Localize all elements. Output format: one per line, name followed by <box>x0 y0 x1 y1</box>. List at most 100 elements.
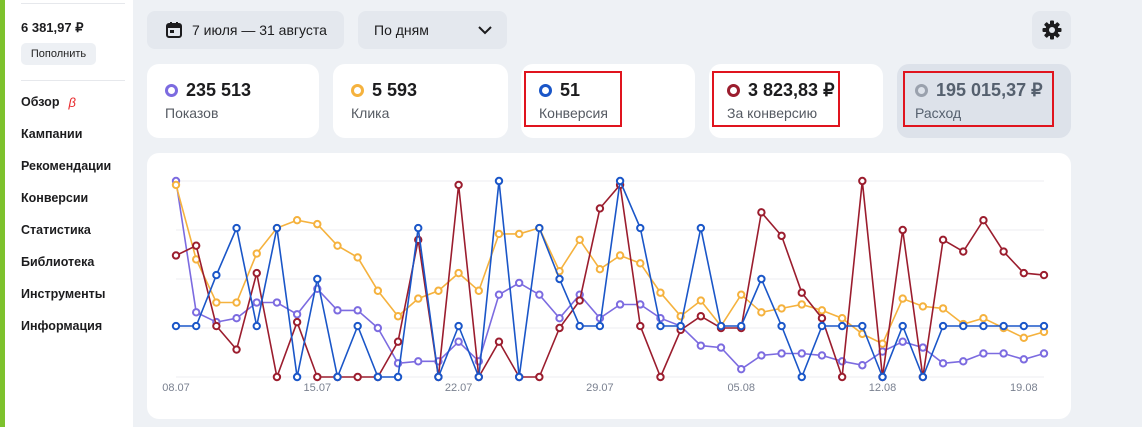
data-point[interactable] <box>414 294 423 303</box>
data-point[interactable] <box>535 372 544 382</box>
data-point[interactable] <box>353 306 362 315</box>
data-point[interactable] <box>252 268 261 278</box>
data-point[interactable] <box>656 372 665 382</box>
data-point[interactable] <box>918 372 928 382</box>
data-point[interactable] <box>979 215 988 225</box>
grouping-select[interactable]: По дням <box>358 11 507 49</box>
data-point[interactable] <box>757 351 766 360</box>
data-point[interactable] <box>737 321 746 331</box>
data-point[interactable] <box>999 321 1008 331</box>
data-point[interactable] <box>514 229 524 239</box>
data-point[interactable] <box>454 321 463 331</box>
sidebar-item-campaigns[interactable]: Кампании <box>21 127 111 159</box>
data-point[interactable] <box>373 372 383 382</box>
data-point[interactable] <box>716 343 726 352</box>
data-point[interactable] <box>575 321 584 331</box>
data-point[interactable] <box>333 241 342 250</box>
data-point[interactable] <box>837 314 847 323</box>
data-point[interactable] <box>797 349 806 358</box>
data-point[interactable] <box>918 302 928 311</box>
data-point[interactable] <box>656 288 665 297</box>
data-point[interactable] <box>777 231 786 241</box>
data-point[interactable] <box>514 372 524 382</box>
data-point[interactable] <box>373 323 383 333</box>
data-point[interactable] <box>494 337 504 346</box>
data-point[interactable] <box>313 274 322 284</box>
data-point[interactable] <box>595 265 605 274</box>
sidebar-item-info[interactable]: Информация <box>21 319 111 351</box>
data-point[interactable] <box>1039 349 1049 358</box>
data-point[interactable] <box>292 215 302 225</box>
data-point[interactable] <box>494 229 504 239</box>
data-point[interactable] <box>979 321 988 331</box>
data-point[interactable] <box>656 321 665 331</box>
data-point[interactable] <box>615 300 625 309</box>
data-point[interactable] <box>757 274 766 284</box>
data-point[interactable] <box>1039 321 1049 331</box>
data-point[interactable] <box>696 312 706 321</box>
data-point[interactable] <box>454 337 463 346</box>
data-point[interactable] <box>959 357 968 366</box>
data-point[interactable] <box>696 341 706 350</box>
metric-card-conversions[interactable]: 51 Конверсия <box>521 64 695 138</box>
data-point[interactable] <box>979 314 988 323</box>
sidebar-item-recommendations[interactable]: Рекомендации <box>21 159 111 191</box>
data-point[interactable] <box>696 223 706 233</box>
data-point[interactable] <box>454 268 463 278</box>
data-point[interactable] <box>191 321 201 331</box>
data-point[interactable] <box>313 372 322 382</box>
data-point[interactable] <box>1019 321 1029 331</box>
data-point[interactable] <box>212 298 221 307</box>
data-point[interactable] <box>474 372 483 382</box>
data-point[interactable] <box>252 249 261 258</box>
data-point[interactable] <box>837 372 847 382</box>
data-point[interactable] <box>535 223 544 233</box>
data-point[interactable] <box>737 364 746 374</box>
data-point[interactable] <box>232 314 241 323</box>
data-point[interactable] <box>999 247 1008 256</box>
sidebar-item-conversions[interactable]: Конверсии <box>21 191 111 223</box>
data-point[interactable] <box>898 225 907 235</box>
data-point[interactable] <box>858 361 867 370</box>
data-point[interactable] <box>393 372 403 382</box>
data-point[interactable] <box>171 251 181 260</box>
data-point[interactable] <box>797 288 806 297</box>
data-point[interactable] <box>353 372 362 382</box>
sidebar-item-tools[interactable]: Инструменты <box>21 287 111 319</box>
data-point[interactable] <box>393 312 403 321</box>
data-point[interactable] <box>191 308 201 317</box>
data-point[interactable] <box>898 294 907 303</box>
data-point[interactable] <box>615 251 625 260</box>
data-point[interactable] <box>535 290 544 299</box>
data-point[interactable] <box>817 314 827 323</box>
data-point[interactable] <box>494 176 504 186</box>
data-point[interactable] <box>474 286 483 295</box>
data-point[interactable] <box>514 278 524 288</box>
data-point[interactable] <box>595 204 605 213</box>
data-point[interactable] <box>252 321 261 331</box>
data-point[interactable] <box>898 321 907 331</box>
data-point[interactable] <box>272 372 282 382</box>
data-point[interactable] <box>757 308 766 317</box>
data-point[interactable] <box>757 208 766 217</box>
sidebar-item-library[interactable]: Библиотека <box>21 255 111 287</box>
metric-card-clicks[interactable]: 5 593 Клика <box>333 64 508 138</box>
data-point[interactable] <box>232 345 241 354</box>
data-point[interactable] <box>817 351 827 360</box>
data-point[interactable] <box>575 296 584 305</box>
data-point[interactable] <box>212 321 221 331</box>
data-point[interactable] <box>555 323 564 333</box>
data-point[interactable] <box>716 321 726 331</box>
data-point[interactable] <box>696 296 706 305</box>
data-point[interactable] <box>333 372 342 382</box>
data-point[interactable] <box>999 349 1008 358</box>
data-point[interactable] <box>898 337 907 346</box>
data-point[interactable] <box>837 321 847 331</box>
data-point[interactable] <box>959 321 968 331</box>
data-point[interactable] <box>676 321 685 331</box>
data-point[interactable] <box>858 321 867 331</box>
date-range-button[interactable]: 7 июля — 31 августа <box>147 11 344 49</box>
data-point[interactable] <box>636 321 645 331</box>
data-point[interactable] <box>353 321 362 331</box>
data-point[interactable] <box>595 321 605 331</box>
